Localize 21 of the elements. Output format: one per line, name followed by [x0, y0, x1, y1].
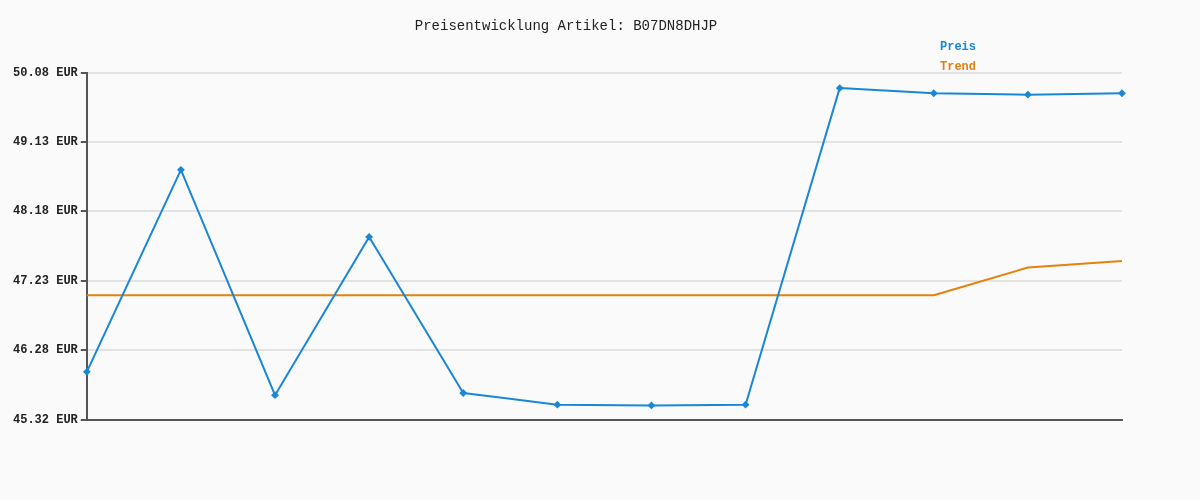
- point: [271, 391, 279, 399]
- chart-title: Preisentwicklung Artikel: B07DN8DHJP: [414, 18, 718, 35]
- point: [177, 166, 185, 174]
- point: [742, 401, 750, 409]
- y-tick-label: 49.13 EUR: [13, 135, 79, 150]
- point: [836, 84, 844, 92]
- y-tick-label: 47.23 EUR: [13, 273, 79, 288]
- y-tick-label: 50.08 EUR: [13, 65, 79, 80]
- point: [1024, 91, 1032, 99]
- point: [1118, 89, 1126, 97]
- y-tick-label: 48.18 EUR: [13, 204, 79, 219]
- point: [83, 368, 91, 376]
- point: [930, 89, 938, 97]
- text: Preis: [940, 40, 977, 55]
- point: [365, 233, 373, 241]
- y-tick-label: 46.28 EUR: [13, 342, 79, 357]
- point: [647, 401, 655, 409]
- point: [459, 389, 467, 397]
- y-tick-label: 45.32 EUR: [13, 413, 79, 428]
- text: Trend: [940, 60, 977, 75]
- point: [553, 401, 561, 409]
